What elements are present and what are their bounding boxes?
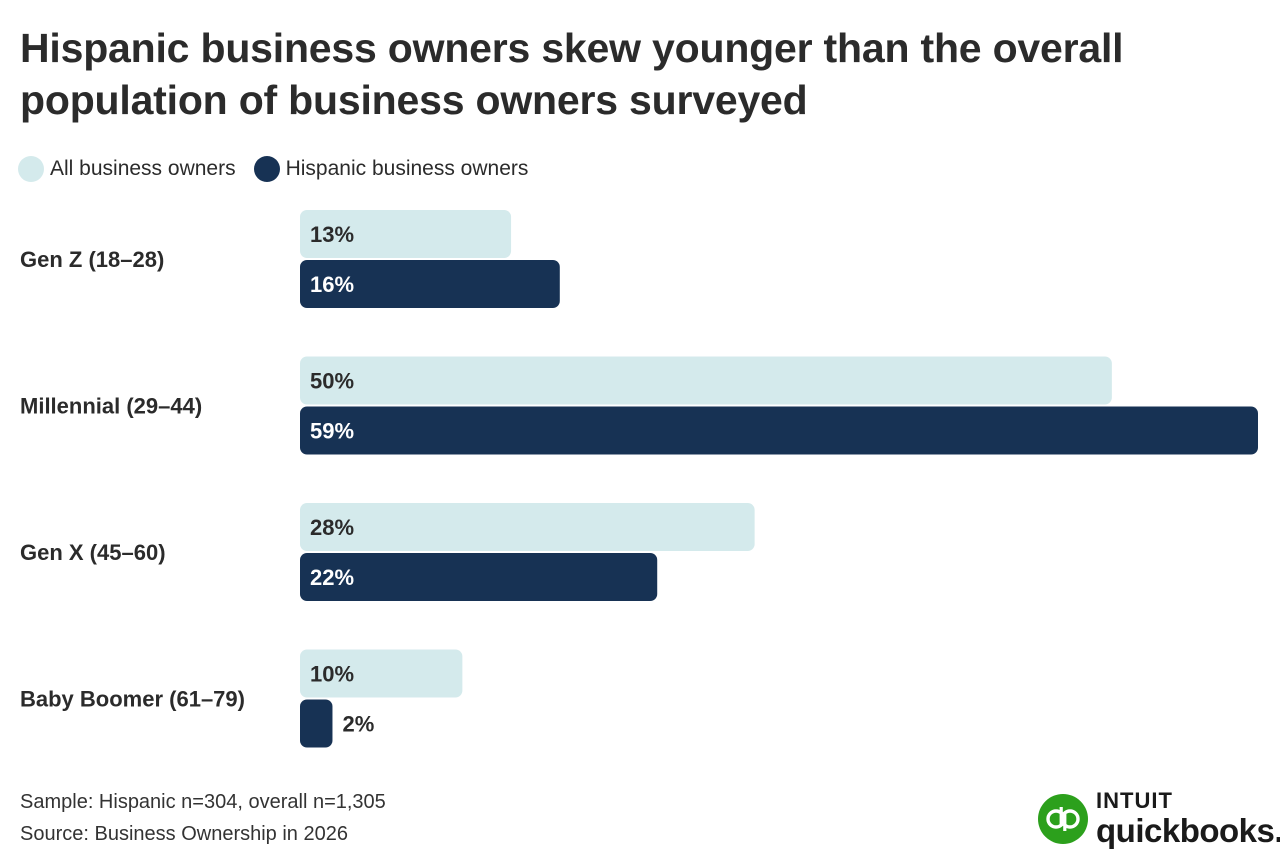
bar-all: [300, 356, 1112, 405]
data-label: 16%: [310, 272, 354, 297]
bar-chart: Gen Z (18–28) 13% 16% Millennial (29–44) 50%…: [20, 210, 1258, 748]
bar-hispanic: [300, 406, 1258, 455]
category-label: Gen X (45–60): [20, 540, 166, 565]
bar-all: [300, 649, 463, 698]
data-label: 13%: [310, 222, 354, 247]
bar-hispanic: [300, 699, 333, 748]
category-label: Gen Z (18–28): [20, 247, 164, 272]
bar-all: [300, 503, 755, 551]
data-label: 10%: [310, 662, 354, 687]
quickbooks-logo: INTUIT quickbooks.: [1038, 790, 1280, 847]
data-label: 22%: [310, 565, 354, 590]
bar-hispanic: [300, 553, 658, 601]
data-label: 50%: [310, 369, 354, 394]
legend-swatch-all: [18, 156, 44, 182]
footer: Sample: Hispanic n=304, overall n=1,305 …: [20, 786, 386, 850]
sample-note: Sample: Hispanic n=304, overall n=1,305: [20, 791, 386, 813]
quickbooks-logo-icon: [1038, 793, 1088, 844]
chart-title: Hispanic business owners skew younger th…: [20, 25, 1124, 123]
data-label: 2%: [342, 712, 374, 737]
category-label: Baby Boomer (61–79): [20, 687, 245, 712]
source-note: Source: Business Ownership in 2026: [20, 823, 348, 845]
category-label: Millennial (29–44): [20, 394, 202, 419]
bar-all: [300, 210, 512, 258]
legend-label-hispanic: Hispanic business owners: [285, 157, 529, 180]
bar-hispanic: [300, 260, 560, 308]
legend-item-all: All business owners: [18, 156, 236, 182]
legend: All business owners Hispanic business ow…: [18, 156, 546, 182]
legend-swatch-hispanic: [253, 156, 280, 182]
logo-product: quickbooks.: [1096, 812, 1280, 849]
legend-item-hispanic: Hispanic business owners: [253, 156, 529, 182]
data-label: 59%: [310, 419, 354, 444]
data-label: 28%: [310, 515, 354, 540]
logo-brand: INTUIT: [1096, 788, 1173, 813]
legend-label-all: All business owners: [50, 157, 236, 180]
